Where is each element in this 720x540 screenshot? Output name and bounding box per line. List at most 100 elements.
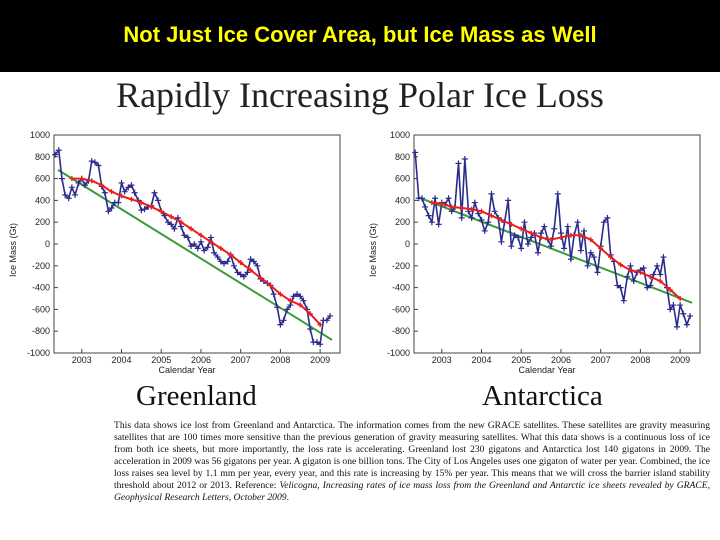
monthly-data-point [508, 243, 515, 250]
monthly-data-point [650, 271, 657, 278]
smoothed-data-point [568, 232, 574, 238]
antarctica-ice-mass-chart: 1000 800 600 400 200 0 -200 -400 -600 -800 -1000 20… [368, 130, 701, 375]
smoothed-data-point [307, 311, 313, 317]
monthly-data-point [121, 188, 128, 195]
monthly-data-point [455, 160, 462, 167]
monthly-data-point [422, 203, 429, 210]
smoothed-data-point [69, 176, 75, 182]
monthly-data-point [478, 217, 485, 224]
monthly-data-point [327, 312, 334, 319]
y-tick-label: 0 [45, 239, 50, 249]
monthly-data-point [667, 306, 674, 313]
monthly-data-point [567, 256, 574, 263]
y-tick-label: 400 [395, 195, 410, 205]
monthly-data-point [108, 205, 115, 212]
monthly-data-point [151, 189, 158, 196]
monthly-data-point [458, 214, 465, 221]
smoothed-data-point [508, 221, 514, 227]
monthly-data-point [290, 293, 297, 300]
smoothed-data-point [538, 234, 544, 240]
smoothed-data-point [148, 204, 154, 210]
x-axis-label: Calendar Year [518, 365, 575, 375]
monthly-data-point [505, 197, 512, 204]
smoothed-data-point [608, 254, 614, 260]
y-tick-label: -200 [392, 261, 410, 271]
monthly-data-point [554, 190, 561, 197]
monthly-data-point [221, 260, 228, 267]
monthly-data-point [65, 195, 72, 202]
monthly-data-point [511, 232, 518, 239]
smoothed-data-point [317, 322, 323, 328]
monthly-data-point [561, 245, 568, 252]
monthly-data-point [191, 241, 198, 247]
monthly-data-point [254, 262, 261, 269]
description-paragraph: This data shows ice lost from Greenland … [114, 420, 710, 504]
monthly-data-point [91, 159, 98, 166]
monthly-data-point [300, 297, 307, 304]
smoothed-data-point [218, 245, 224, 251]
smoothed-data-point [558, 234, 564, 240]
smoothed-data-point [89, 178, 95, 184]
smoothed-data-point [238, 260, 244, 266]
monthly-data-point [481, 227, 488, 234]
y-tick-label: 1000 [30, 130, 50, 140]
monthly-data-point [498, 238, 505, 245]
monthly-data-point [280, 317, 287, 324]
monthly-data-point [230, 262, 237, 269]
monthly-data-point [155, 197, 162, 204]
y-tick-label: -800 [392, 326, 410, 336]
smoothed-series-line [71, 177, 321, 326]
monthly-data-point [428, 219, 435, 226]
monthly-data-point [184, 234, 191, 241]
monthly-data-point [75, 179, 82, 186]
monthly-data-point [654, 262, 661, 269]
y-axis-label: Ice Mass (Gt) [8, 223, 18, 277]
smoothed-data-point [667, 287, 673, 293]
smoothed-data-point [459, 205, 465, 211]
smoothed-data-point [267, 282, 273, 288]
smoothed-data-point [109, 189, 115, 195]
monthly-data-point [600, 219, 607, 226]
monthly-data-point [201, 247, 208, 254]
monthly-data-point [518, 245, 525, 252]
monthly-data-point [680, 310, 687, 317]
x-axis-label: Calendar Year [158, 365, 215, 375]
monthly-data-point [72, 191, 79, 198]
smoothed-data-point [488, 213, 494, 219]
monthly-data-point [284, 306, 291, 313]
monthly-data-point [240, 273, 247, 280]
monthly-data-point [581, 227, 588, 234]
smoothed-data-point [119, 193, 125, 199]
monthly-data-point [277, 321, 284, 328]
x-tick-label: 2009 [310, 355, 330, 365]
monthly-data-point [297, 293, 304, 300]
monthly-data-point [548, 243, 555, 250]
smoothed-data-point [208, 239, 214, 245]
monthly-data-point [471, 199, 478, 206]
smoothed-data-point [277, 291, 283, 297]
monthly-data-point [214, 254, 221, 261]
description-end: . [286, 492, 289, 503]
monthly-data-point [128, 182, 135, 189]
monthly-data-point [584, 262, 591, 269]
y-tick-label: 200 [395, 217, 410, 227]
smoothed-data-point [647, 274, 653, 280]
x-tick-label: 2008 [630, 355, 650, 365]
monthly-data-point [138, 207, 145, 214]
monthly-data-point [670, 302, 677, 309]
y-tick-label: 800 [35, 152, 50, 162]
y-tick-label: -1000 [387, 348, 410, 358]
y-axis-label: Ice Mass (Gt) [368, 223, 378, 277]
smoothed-data-point [548, 237, 554, 243]
monthly-data-point [250, 258, 257, 265]
monthly-data-point [604, 214, 611, 221]
monthly-data-point [551, 225, 558, 232]
monthly-data-point [313, 339, 320, 346]
monthly-data-point [445, 195, 452, 202]
smoothed-data-point [429, 200, 435, 206]
smoothed-data-point [297, 302, 303, 308]
monthly-data-point [594, 269, 601, 276]
x-tick-label: 2003 [432, 355, 452, 365]
monthly-data-point [307, 326, 314, 333]
monthly-data-point [274, 304, 281, 311]
